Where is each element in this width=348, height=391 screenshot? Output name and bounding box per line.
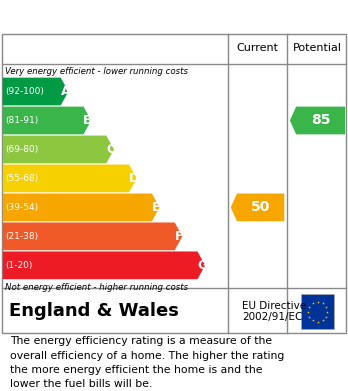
Text: Not energy efficient - higher running costs: Not energy efficient - higher running co…	[5, 283, 188, 292]
Polygon shape	[3, 78, 68, 106]
Text: Very energy efficient - lower running costs: Very energy efficient - lower running co…	[5, 67, 188, 76]
Text: F: F	[175, 230, 183, 243]
Polygon shape	[231, 194, 284, 221]
Polygon shape	[3, 251, 205, 279]
Text: G: G	[197, 259, 207, 272]
Text: D: D	[128, 172, 139, 185]
Text: (81-91): (81-91)	[5, 116, 39, 125]
Text: (55-68): (55-68)	[5, 174, 39, 183]
Text: The energy efficiency rating is a measure of the
overall efficiency of a home. T: The energy efficiency rating is a measur…	[10, 336, 285, 389]
Text: Potential: Potential	[293, 43, 342, 53]
Text: E: E	[152, 201, 161, 214]
Polygon shape	[3, 222, 182, 250]
Text: (39-54): (39-54)	[5, 203, 38, 212]
Text: 85: 85	[311, 113, 331, 127]
Text: England & Wales: England & Wales	[9, 303, 179, 321]
Text: (21-38): (21-38)	[5, 232, 38, 241]
Polygon shape	[3, 136, 114, 163]
Text: (92-100): (92-100)	[5, 87, 44, 96]
Text: A: A	[61, 85, 70, 98]
Text: Energy Efficiency Rating: Energy Efficiency Rating	[10, 7, 239, 25]
Text: (69-80): (69-80)	[5, 145, 39, 154]
Text: B: B	[84, 114, 93, 127]
Polygon shape	[3, 165, 137, 192]
Text: EU Directive
2002/91/EC: EU Directive 2002/91/EC	[242, 301, 306, 322]
Text: 50: 50	[251, 201, 270, 214]
Text: (1-20): (1-20)	[5, 261, 33, 270]
Text: Current: Current	[237, 43, 278, 53]
Bar	[301, 294, 334, 329]
Polygon shape	[3, 194, 159, 221]
Polygon shape	[3, 107, 91, 135]
Text: C: C	[106, 143, 116, 156]
Polygon shape	[290, 107, 345, 135]
